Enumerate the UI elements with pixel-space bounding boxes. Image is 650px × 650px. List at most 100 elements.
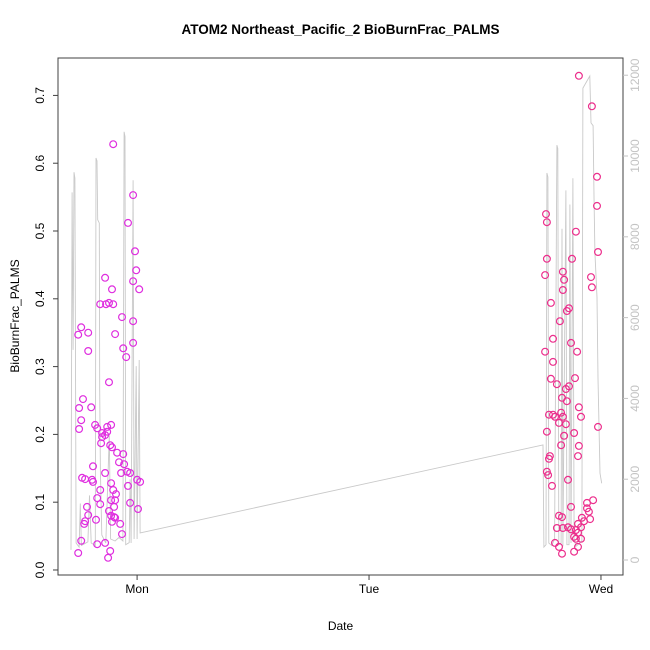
- data-point-day1: [117, 469, 126, 478]
- data-point-day1: [93, 494, 102, 503]
- data-point-day2: [547, 481, 556, 490]
- data-point-day2: [548, 334, 557, 343]
- data-point-day1: [123, 481, 132, 490]
- data-point-day2: [563, 475, 572, 484]
- data-point-day1: [126, 469, 135, 478]
- data-point-day1: [126, 498, 135, 507]
- data-point-day1: [84, 511, 93, 520]
- data-point-day1: [132, 266, 141, 275]
- data-point-day2: [554, 542, 563, 551]
- data-point-day2: [552, 523, 561, 532]
- data-point-day1: [77, 323, 86, 332]
- data-point-day2: [558, 523, 567, 532]
- data-point-day1: [119, 344, 128, 353]
- data-point-day1: [106, 546, 115, 555]
- data-point-day2: [574, 403, 583, 412]
- data-point-day1: [106, 441, 115, 450]
- data-point-day1: [136, 477, 145, 486]
- data-point-day1: [84, 347, 93, 356]
- data-point-day1: [129, 277, 138, 286]
- data-point-day1: [110, 502, 119, 511]
- data-point-day2: [566, 338, 575, 347]
- data-point-day1: [104, 298, 113, 307]
- data-point-day1: [107, 517, 116, 526]
- y-axis-left-tick-label: 0.3: [33, 358, 47, 375]
- data-point-day1: [82, 502, 91, 511]
- data-point-day1: [84, 328, 93, 337]
- data-point-day2: [550, 538, 559, 547]
- data-point-day1: [80, 519, 89, 528]
- data-point-day2: [542, 218, 551, 227]
- y-axis-left-tick-label: 0.1: [33, 494, 47, 511]
- data-point-day1: [122, 353, 131, 362]
- data-point-day2: [587, 283, 596, 292]
- data-point-day1: [131, 247, 140, 256]
- data-point-day1: [111, 490, 120, 499]
- data-point-day2: [544, 471, 553, 480]
- y-axis-right-tick-label: 8000: [628, 223, 642, 250]
- data-point-day1: [129, 191, 138, 200]
- data-point-day1: [120, 460, 129, 469]
- x-axis-title: Date: [327, 619, 354, 633]
- data-point-day1: [74, 548, 83, 557]
- data-point-day2: [558, 286, 567, 295]
- data-point-day1: [104, 378, 113, 387]
- y-axis-right-tick-label: 6000: [628, 304, 642, 331]
- data-point-day2: [573, 542, 582, 551]
- data-point-day2: [570, 532, 579, 541]
- data-point-day1: [93, 424, 102, 433]
- data-point-day1: [96, 486, 105, 495]
- data-point-day2: [548, 357, 557, 366]
- data-point-day1: [123, 218, 132, 227]
- data-point-day2: [593, 422, 602, 431]
- y-axis-left-tick-label: 0.0: [33, 561, 47, 578]
- data-point-day2: [570, 374, 579, 383]
- data-point-day1: [114, 458, 123, 467]
- data-point-day2: [592, 201, 601, 210]
- data-point-day2: [541, 347, 550, 356]
- data-point-day2: [574, 71, 583, 80]
- data-point-day2: [562, 307, 571, 316]
- data-point-day2: [542, 427, 551, 436]
- y-axis-right-tick-label: 12000: [628, 58, 642, 92]
- data-point-day2: [562, 397, 571, 406]
- data-point-day1: [116, 519, 125, 528]
- data-point-day2: [574, 441, 583, 450]
- data-point-day2: [557, 408, 566, 417]
- data-point-day1: [107, 496, 116, 505]
- data-point-day2: [552, 380, 561, 389]
- data-point-day2: [558, 267, 567, 276]
- data-point-day2: [560, 431, 569, 440]
- data-point-day1: [129, 317, 138, 326]
- data-point-day1: [93, 540, 102, 549]
- data-point-day1: [117, 530, 126, 539]
- data-point-day1: [109, 140, 118, 149]
- x-axis-tick-label: Mon: [125, 582, 148, 596]
- data-point-day1: [110, 513, 119, 522]
- y-axis-left-tick-label: 0.6: [33, 155, 47, 172]
- data-point-day1: [104, 553, 113, 562]
- data-point-day1: [117, 313, 126, 322]
- data-point-day2: [548, 410, 557, 419]
- data-point-day2: [561, 420, 570, 429]
- data-point-day1: [103, 422, 112, 431]
- data-point-day2: [573, 347, 582, 356]
- x-axis-tick-label: Tue: [359, 582, 380, 596]
- data-point-day2: [546, 374, 555, 383]
- data-point-day1: [77, 416, 86, 425]
- data-point-day1: [107, 443, 116, 452]
- data-point-day1: [88, 462, 97, 471]
- data-point-day1: [101, 538, 110, 547]
- data-point-day1: [119, 450, 128, 459]
- data-point-day1: [77, 536, 86, 545]
- data-point-day2: [544, 454, 553, 463]
- data-point-day1: [78, 395, 87, 404]
- data-point-day1: [101, 273, 110, 282]
- data-point-day1: [98, 429, 107, 438]
- data-point-day1: [135, 285, 144, 294]
- y-axis-right-tick-label: 0: [628, 556, 642, 563]
- data-point-day1: [87, 403, 96, 412]
- data-point-day1: [88, 477, 97, 486]
- data-point-day2: [587, 102, 596, 111]
